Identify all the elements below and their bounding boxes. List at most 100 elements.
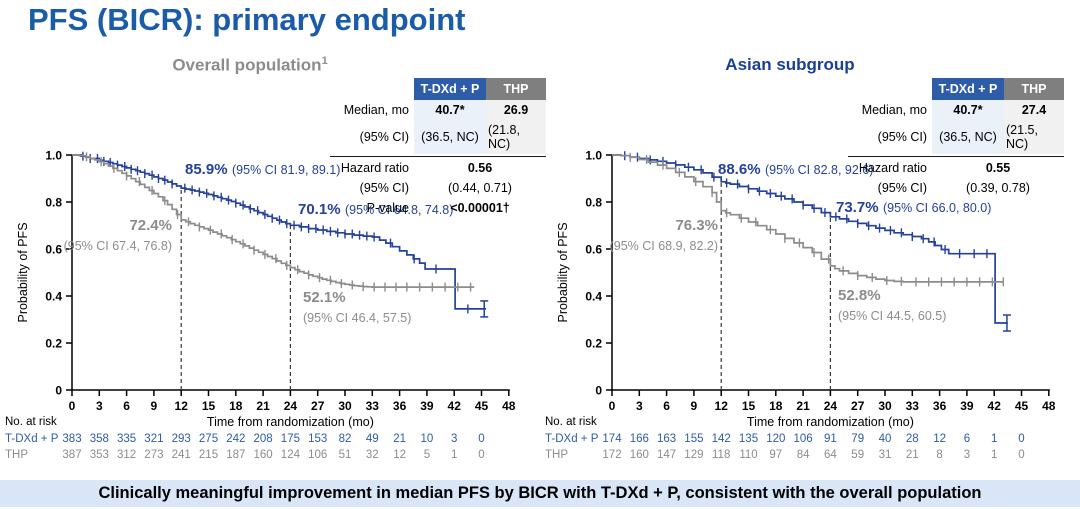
svg-text:0.4: 0.4 <box>45 290 62 304</box>
median-ci-treatment: (36.5, NC) <box>414 120 486 154</box>
svg-text:21: 21 <box>796 399 810 413</box>
at-risk-value: 208 <box>254 433 273 445</box>
svg-text:9: 9 <box>691 399 698 413</box>
at-risk-value: 12 <box>933 433 946 445</box>
at-risk-value: 1 <box>991 433 997 445</box>
at-risk-value: 215 <box>199 449 218 461</box>
svg-text:0.6: 0.6 <box>585 243 602 257</box>
svg-text:3: 3 <box>636 399 643 413</box>
at-risk-value: 0 <box>478 449 484 461</box>
svg-text:0.2: 0.2 <box>585 337 602 351</box>
at-risk-row-label: T-DXd + P <box>545 433 599 445</box>
median-ci-treatment: (36.5, NC) <box>932 120 1004 154</box>
at-risk-value: 10 <box>421 433 434 445</box>
at-risk-value: 97 <box>769 449 782 461</box>
at-risk-value: 0 <box>1018 449 1024 461</box>
at-risk-value: 91 <box>824 433 837 445</box>
svg-text:30: 30 <box>878 399 892 413</box>
km-chart-overall: 00.20.40.60.81.00 3 6 9 12 15 18 21 24 27 30 33 36 39… <box>5 149 516 462</box>
at-risk-value: 84 <box>797 449 810 461</box>
at-risk-value: 106 <box>308 449 327 461</box>
at-risk-value: 0 <box>478 433 484 445</box>
at-risk-value: 110 <box>739 449 757 461</box>
table-corner-spacer <box>330 78 414 100</box>
at-risk-value: 163 <box>657 433 676 445</box>
at-risk-value: 21 <box>906 449 919 461</box>
at-risk-value: 275 <box>199 433 218 445</box>
at-risk-value: 3 <box>964 449 970 461</box>
svg-text:42: 42 <box>448 399 462 413</box>
median-value-control: 27.4 <box>1004 100 1064 120</box>
at-risk-value: 293 <box>172 433 191 445</box>
median-ci-control: (21.5, NC) <box>1004 120 1064 154</box>
svg-text:45: 45 <box>475 399 489 413</box>
svg-text:21: 21 <box>256 399 270 413</box>
at-risk-value: 79 <box>851 433 864 445</box>
svg-text:15: 15 <box>742 399 756 413</box>
median-value-treatment: 40.7* <box>932 100 1004 120</box>
at-risk-value: 155 <box>684 433 703 445</box>
at-risk-row-label: THP <box>5 449 28 461</box>
svg-text:27: 27 <box>311 399 325 413</box>
takeaway-text: Clinically meaningful improvement in med… <box>98 484 982 502</box>
svg-text:0.4: 0.4 <box>585 290 602 304</box>
svg-text:0: 0 <box>595 384 602 398</box>
column-header-thp: THP <box>1004 78 1064 100</box>
median-value-control: 26.9 <box>486 100 546 120</box>
at-risk-value: 242 <box>226 433 245 445</box>
svg-text:36: 36 <box>933 399 947 413</box>
svg-text:42: 42 <box>988 399 1002 413</box>
x-axis-label: Time from randomization (mo) <box>747 415 914 429</box>
svg-text:45: 45 <box>1015 399 1029 413</box>
at-risk-value: 3 <box>451 433 457 445</box>
at-risk-value: 273 <box>144 449 163 461</box>
at-risk-value: 1 <box>451 449 457 461</box>
svg-text:36: 36 <box>393 399 407 413</box>
hazard-ratio-ci-label: (95% CI) <box>359 181 409 195</box>
at-risk-value: 175 <box>281 433 300 445</box>
svg-text:48: 48 <box>502 399 516 413</box>
svg-text:15: 15 <box>202 399 216 413</box>
svg-text:1.0: 1.0 <box>45 149 62 163</box>
at-risk-value: 124 <box>281 449 301 461</box>
at-risk-value: 129 <box>684 449 703 461</box>
at-risk-value: 187 <box>226 449 245 461</box>
svg-text:39: 39 <box>420 399 434 413</box>
at-risk-title: No. at risk <box>545 416 597 428</box>
km-curve-treatment <box>72 151 489 318</box>
column-header-tdxd-p: T-DXd + P <box>932 78 1004 100</box>
median-row-label: Median, mo <box>343 103 409 117</box>
at-risk-value: 174 <box>602 433 622 445</box>
at-risk-value: 160 <box>630 449 649 461</box>
median-ci-row-label: (95% CI) <box>877 130 927 144</box>
at-risk-value: 49 <box>366 433 379 445</box>
svg-text:3: 3 <box>96 399 103 413</box>
at-risk-value: 321 <box>144 433 163 445</box>
hazard-ratio-label: Hazard ratio <box>340 161 409 175</box>
svg-text:0: 0 <box>69 399 76 413</box>
hazard-ratio-ci-value: (0.44, 0.71) <box>448 181 512 195</box>
km-chart-asian: 00.20.40.60.81.00 3 6 9 12 15 18 21 24 27 30 33 36 39… <box>545 149 1056 462</box>
svg-text:0.2: 0.2 <box>45 337 62 351</box>
stats-table-overall: T-DXd + P THP Median, mo 40.7* 26.9 (95%… <box>330 78 546 218</box>
svg-text:0: 0 <box>609 399 616 413</box>
at-risk-value: 383 <box>62 433 81 445</box>
panel-header-asian-text: Asian subgroup <box>725 55 855 74</box>
at-risk-value: 40 <box>879 433 892 445</box>
svg-text:48: 48 <box>1042 399 1056 413</box>
column-header-tdxd-p: T-DXd + P <box>414 78 486 100</box>
stats-table-asian: T-DXd + P THP Median, mo 40.7* 27.4 (95%… <box>848 78 1064 198</box>
at-risk-title: No. at risk <box>5 416 57 428</box>
at-risk-value: 28 <box>906 433 919 445</box>
svg-text:0.8: 0.8 <box>585 196 602 210</box>
svg-text:18: 18 <box>229 399 243 413</box>
km-curve-control <box>612 152 1004 287</box>
svg-text:9: 9 <box>151 399 158 413</box>
footnote-marker: 1 <box>321 55 328 67</box>
at-risk-value: 160 <box>254 449 273 461</box>
at-risk-value: 142 <box>712 433 731 445</box>
hazard-ratio-ci-label: (95% CI) <box>877 181 927 195</box>
svg-text:30: 30 <box>338 399 352 413</box>
